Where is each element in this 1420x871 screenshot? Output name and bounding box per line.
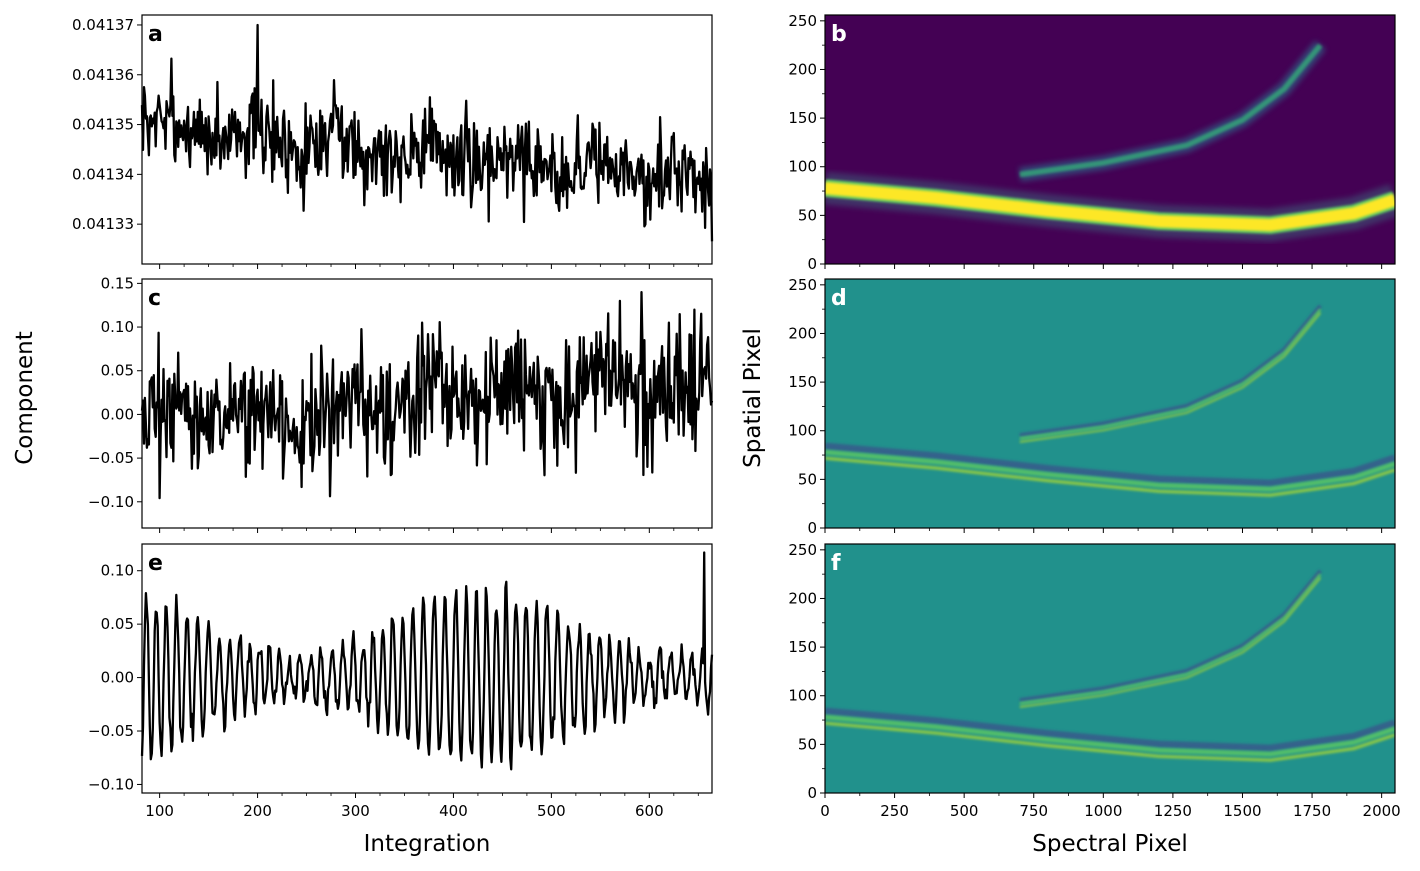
- series-line-a: [140, 23, 714, 242]
- panel-label-b: b: [831, 22, 847, 47]
- xtick-label-f: 500: [950, 802, 979, 820]
- xtick-label-f: 1750: [1293, 802, 1331, 820]
- ytick-label-b: 0: [807, 255, 817, 273]
- ytick-label-f: 250: [788, 541, 817, 559]
- panel-c: −0.10 −0.05 0.00 0.05 0.10 0.15 c: [88, 274, 714, 533]
- panel-label-e: e: [148, 551, 163, 576]
- ytick-label-a: 0.04134: [72, 165, 134, 183]
- xtick-label-e: 600: [635, 802, 664, 820]
- xtick-label-f: 1000: [1084, 802, 1122, 820]
- axes-frame-a: [141, 14, 713, 265]
- heatmap-f: [825, 544, 1395, 793]
- y-axis-label-left: Component: [12, 331, 38, 465]
- panel-b: 0 50 100 150 200 250 b: [788, 12, 1396, 273]
- ytick-label-b: 50: [798, 206, 817, 224]
- ytick-label-c: −0.05: [88, 449, 134, 467]
- series-line-e: [140, 551, 714, 771]
- panel-label-d: d: [831, 286, 847, 311]
- xtick-label-f: 1250: [1154, 802, 1192, 820]
- ytick-label-e: −0.05: [88, 722, 134, 740]
- ytick-label-f: 200: [788, 589, 817, 607]
- xtick-label-f: 0: [820, 802, 830, 820]
- trace-b-2: [1018, 40, 1326, 182]
- trace-b-1: [825, 171, 1395, 242]
- ytick-label-b: 200: [788, 60, 817, 78]
- ytick-label-f: 150: [788, 638, 817, 656]
- ytick-label-f: 50: [798, 735, 817, 753]
- panel-f: 0 50 100 150 200 250 0 250 500 750 1000 1250 1500 175…: [788, 541, 1400, 820]
- panel-label-f: f: [831, 551, 841, 576]
- series-line-c: [140, 290, 714, 500]
- panel-d: 0 50 100 150 200 250 d: [788, 276, 1396, 537]
- xtick-label-e: 200: [243, 802, 272, 820]
- axes-frame-f: [824, 543, 1396, 794]
- xtick-label-e: 300: [341, 802, 370, 820]
- axes-frame-d: [824, 278, 1396, 529]
- ytick-label-d: 250: [788, 276, 817, 294]
- heatmap-d: [825, 279, 1395, 528]
- x-axis-label-left: Integration: [364, 831, 491, 857]
- xtick-label-f: 2000: [1363, 802, 1401, 820]
- ytick-label-d: 50: [798, 470, 817, 488]
- panel-label-c: c: [148, 286, 161, 311]
- xtick-label-e: 100: [145, 802, 174, 820]
- ytick-label-c: 0.15: [101, 274, 134, 292]
- xtick-label-f: 250: [880, 802, 909, 820]
- ytick-label-e: −0.10: [88, 775, 134, 793]
- ytick-label-b: 150: [788, 109, 817, 127]
- ytick-label-e: 0.05: [101, 615, 134, 633]
- ytick-label-c: 0.00: [101, 405, 134, 423]
- ytick-label-c: −0.10: [88, 493, 134, 511]
- ytick-label-a: 0.04133: [72, 215, 134, 233]
- heatmap-b: [825, 15, 1395, 264]
- ytick-label-f: 100: [788, 687, 817, 705]
- ytick-label-d: 150: [788, 373, 817, 391]
- ytick-label-e: 0.00: [101, 669, 134, 687]
- ytick-label-a: 0.04136: [72, 66, 134, 84]
- ytick-label-a: 0.04135: [72, 116, 134, 134]
- ytick-label-b: 250: [788, 12, 817, 30]
- ytick-label-d: 100: [788, 422, 817, 440]
- trace-d-2: [1019, 304, 1322, 443]
- xtick-label-e: 400: [439, 802, 468, 820]
- xtick-label-f: 750: [1019, 802, 1048, 820]
- axes-frame-c: [141, 278, 713, 529]
- panel-e: −0.10 −0.05 0.00 0.05 0.10 100 200 300 400 500 600…: [88, 543, 714, 820]
- ytick-label-a: 0.04137: [72, 16, 134, 34]
- xtick-label-e: 500: [537, 802, 566, 820]
- ytick-label-c: 0.10: [101, 318, 134, 336]
- trace-d-1: [825, 442, 1395, 497]
- axes-frame-e: [141, 543, 713, 794]
- trace-f-1: [825, 707, 1395, 762]
- ytick-label-d: 0: [807, 519, 817, 537]
- xtick-label-f: 1500: [1223, 802, 1261, 820]
- y-axis-label-right: Spatial Pixel: [740, 328, 766, 468]
- ytick-label-f: 0: [807, 784, 817, 802]
- panel-a: 0.04133 0.04134 0.04135 0.04136 0.04137 a: [72, 14, 714, 269]
- ytick-label-c: 0.05: [101, 362, 134, 380]
- panel-label-a: a: [148, 22, 163, 47]
- ytick-label-e: 0.10: [101, 562, 134, 580]
- ytick-label-b: 100: [788, 158, 817, 176]
- trace-f-2: [1019, 569, 1322, 708]
- ytick-label-d: 200: [788, 324, 817, 342]
- x-axis-label-right: Spectral Pixel: [1032, 831, 1187, 857]
- axes-frame-b: [824, 14, 1396, 265]
